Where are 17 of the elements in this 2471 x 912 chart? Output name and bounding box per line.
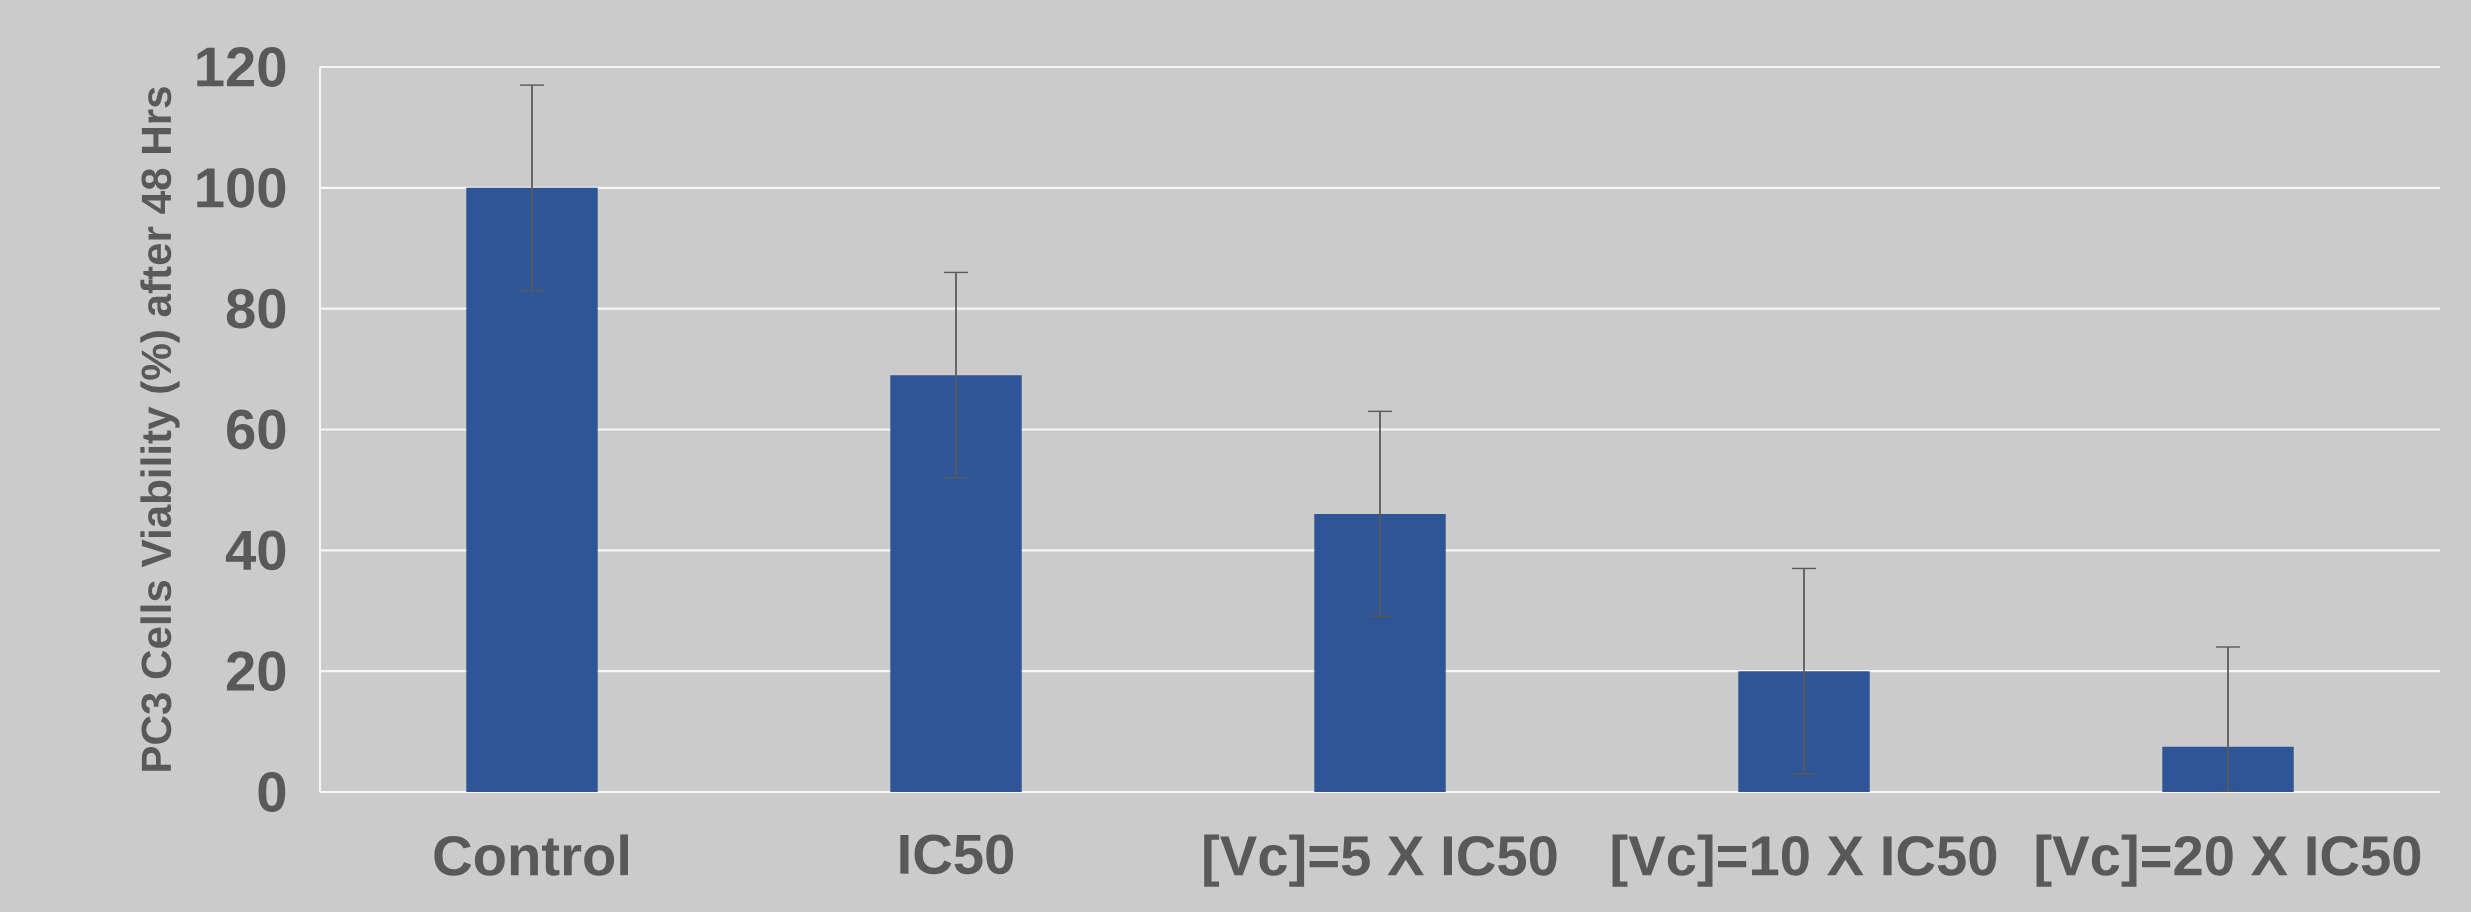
bar	[890, 375, 1022, 792]
y-tick-label: 100	[197, 167, 286, 208]
y-tick-label: 60	[227, 409, 286, 450]
y-tick-label: 0	[258, 772, 286, 812]
bar	[2162, 746, 2294, 792]
y-tick-label: 120	[197, 47, 286, 87]
x-tick-label: IC50	[900, 834, 1014, 875]
x-tick-label: [Vc]=10 X IC50	[1612, 834, 1997, 887]
bar	[1314, 514, 1446, 792]
x-tick-label: [Vc]=20 X IC50	[2036, 834, 2421, 887]
bar	[466, 187, 598, 792]
y-tick-label: 40	[225, 530, 286, 571]
x-tick-label: [Vc]=5 X IC50	[1204, 834, 1557, 887]
y-axis-title: PC3 Cells Viability (%) after 48 Hrs	[140, 87, 180, 771]
x-tick-label: Control	[434, 834, 628, 876]
y-tick-label: 20	[226, 651, 286, 692]
y-tick-label: 80	[226, 288, 286, 329]
